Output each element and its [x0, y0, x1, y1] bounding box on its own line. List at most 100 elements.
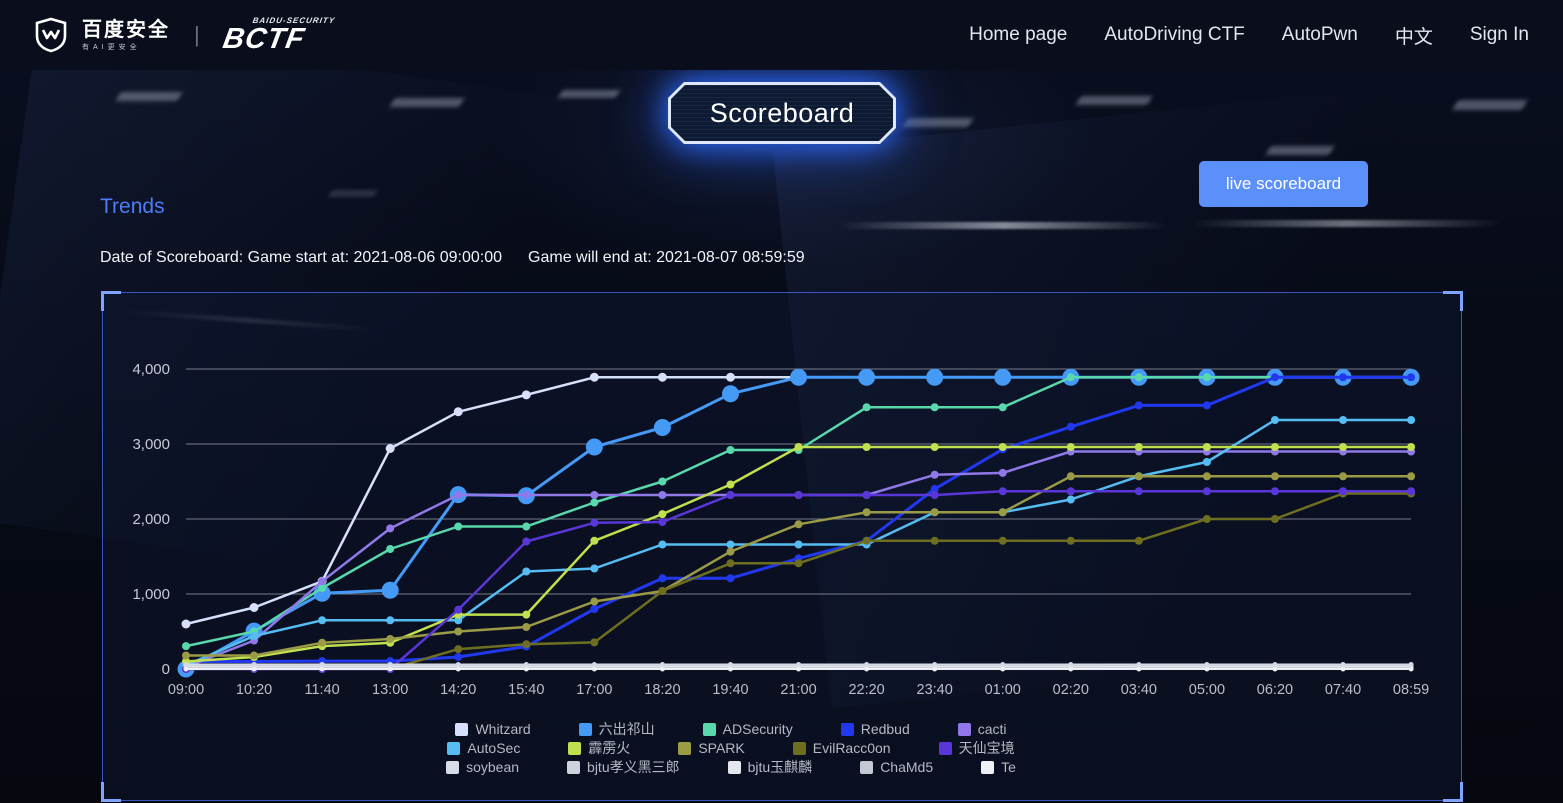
legend-swatch [792, 741, 806, 755]
page-title: Scoreboard [709, 97, 855, 128]
series-point [454, 653, 463, 661]
series-point [250, 651, 259, 660]
legend-label: Redbud [860, 721, 910, 737]
series-point [726, 574, 735, 583]
series-point [930, 508, 939, 517]
series-point [930, 443, 939, 451]
series-point [1202, 373, 1211, 382]
series-point [386, 616, 395, 625]
series-point [998, 443, 1007, 451]
legend-swatch [860, 760, 874, 774]
series-point [1407, 373, 1416, 382]
legend-item-7[interactable]: SPARK [678, 740, 745, 756]
baidu-security-shield-icon [35, 17, 67, 53]
series-point [455, 666, 461, 672]
legend-label: cacti [977, 721, 1007, 737]
series-point [590, 536, 599, 545]
series-point [862, 536, 871, 545]
legend-item-14[interactable]: Te [981, 759, 1016, 775]
series-point [930, 470, 939, 479]
legend-item-5[interactable]: AutoSec [447, 740, 520, 756]
series-point [726, 480, 735, 489]
legend-item-6[interactable]: 霹雳火 [568, 740, 630, 756]
nav-item--[interactable]: 中文 [1394, 26, 1433, 48]
series-point [790, 368, 808, 386]
ceiling-light [557, 90, 621, 98]
series-point [1202, 401, 1211, 410]
legend-item-2[interactable]: ADSecurity [702, 721, 793, 737]
legend-swatch [957, 722, 971, 736]
legend-item-8[interactable]: EvilRacc0on [792, 740, 891, 756]
series-point [932, 666, 938, 672]
series-point [1407, 443, 1416, 451]
series-point [658, 491, 667, 499]
series-point [1066, 487, 1075, 496]
series-point [453, 407, 463, 417]
nav-item-autodriving-ctf[interactable]: AutoDriving CTF [1104, 24, 1245, 45]
series-point [1066, 443, 1075, 451]
trends-chart-panel: 0 1,000 2,000 3,000 4,000 09:00 10:20 11:40 13:0… [101, 291, 1463, 802]
series-point [319, 666, 325, 672]
legend-item-4[interactable]: cacti [957, 721, 1007, 737]
series-point [658, 540, 667, 549]
series-point [1270, 443, 1279, 451]
series-point [658, 477, 667, 486]
live-scoreboard-button[interactable]: live scoreboard [1199, 161, 1368, 207]
nav-item-sign-in[interactable]: Sign In [1469, 24, 1529, 45]
nav-item-home-page[interactable]: Home page [969, 24, 1068, 45]
series-point [1066, 422, 1075, 431]
navbar: 百度安全 有AI更安全 | BAIDU-SECURITY BCTF Home p… [0, 0, 1563, 70]
legend-item-11[interactable]: bjtu孝义黑三郎 [567, 759, 680, 775]
series-point [1134, 373, 1143, 382]
series-point [521, 390, 531, 400]
series-point [522, 610, 531, 619]
series-point [1134, 487, 1143, 496]
series-point [454, 522, 463, 531]
legend-item-1[interactable]: 六出祁山 [578, 721, 655, 737]
nav-item-autopwn[interactable]: AutoPwn [1281, 24, 1358, 45]
series-point [930, 403, 939, 412]
series-point [659, 666, 665, 672]
legend-label: Te [1001, 759, 1016, 775]
series-line-6 [184, 445, 1413, 663]
legend-label: SPARK [698, 740, 745, 756]
legend-item-0[interactable]: Whitzard [455, 721, 531, 737]
legend-swatch [578, 722, 592, 736]
series-point [657, 372, 667, 382]
series-point [930, 491, 939, 499]
legend-label: Whitzard [475, 721, 531, 737]
series-point [454, 605, 463, 614]
legend-item-12[interactable]: bjtu玉麒麟 [727, 759, 812, 775]
brand[interactable]: 百度安全 有AI更安全 | BAIDU-SECURITY BCTF [34, 16, 336, 55]
x-axis-tick-label: 13:00 [372, 682, 408, 698]
series-point [998, 468, 1007, 477]
scoreboard-plate: Scoreboard [668, 82, 896, 144]
series-point [1134, 536, 1143, 545]
x-axis-tick-label: 05:00 [1189, 682, 1225, 698]
series-point [522, 640, 531, 649]
series-point [1202, 472, 1211, 481]
series-point [1202, 458, 1211, 466]
series-point [864, 666, 870, 672]
legend-item-10[interactable]: soybean [446, 759, 519, 775]
series-point [386, 545, 395, 553]
series-point [858, 368, 876, 386]
series-point [385, 444, 395, 453]
x-axis-tick-label: 15:40 [508, 682, 544, 698]
x-axis-tick-label: 21:00 [780, 682, 816, 698]
series-point [1066, 472, 1075, 481]
scoreboard-date-line: Date of Scoreboard: Game start at: 2021-… [100, 249, 805, 267]
y-axis-tick-label: 3,000 [132, 436, 170, 453]
legend-item-9[interactable]: 天仙宝境 [938, 740, 1015, 756]
bctf-logo-text: BCTF [220, 22, 308, 55]
bctf-logo: BAIDU-SECURITY BCTF [220, 16, 335, 55]
legend-item-3[interactable]: Redbud [840, 721, 910, 737]
legend-label: ADSecurity [722, 721, 793, 737]
series-point [318, 584, 327, 592]
legend-swatch [567, 760, 581, 774]
x-axis-tick-label: 06:20 [1257, 682, 1293, 698]
series-point [1270, 416, 1279, 424]
legend-swatch [447, 741, 461, 755]
legend-item-13[interactable]: ChaMd5 [860, 759, 933, 775]
series-point [1068, 666, 1074, 672]
